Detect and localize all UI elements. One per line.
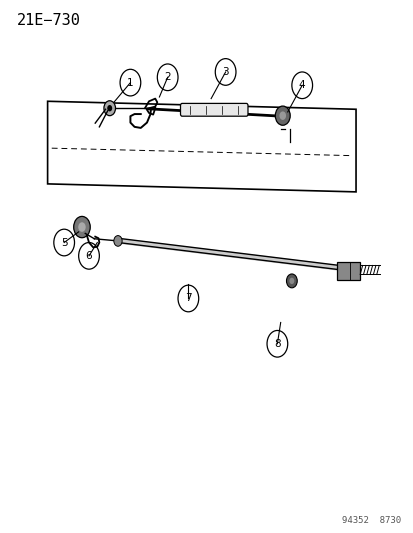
Text: 4: 4 — [298, 80, 305, 90]
Text: 8: 8 — [273, 339, 280, 349]
Circle shape — [279, 111, 285, 120]
Text: 6: 6 — [85, 251, 92, 261]
Circle shape — [286, 274, 297, 288]
Circle shape — [74, 216, 90, 238]
Text: 1: 1 — [127, 78, 133, 87]
Text: 94352  8730: 94352 8730 — [342, 516, 401, 525]
Circle shape — [114, 236, 122, 246]
Circle shape — [275, 106, 290, 125]
Text: 21E−730: 21E−730 — [17, 13, 80, 28]
Circle shape — [104, 101, 115, 116]
Text: 7: 7 — [185, 294, 191, 303]
Circle shape — [107, 105, 112, 111]
Text: 5: 5 — [61, 238, 67, 247]
Text: 3: 3 — [222, 67, 228, 77]
FancyBboxPatch shape — [337, 262, 359, 280]
FancyBboxPatch shape — [180, 103, 247, 116]
Text: 2: 2 — [164, 72, 171, 82]
Circle shape — [78, 222, 85, 232]
Circle shape — [289, 278, 294, 284]
